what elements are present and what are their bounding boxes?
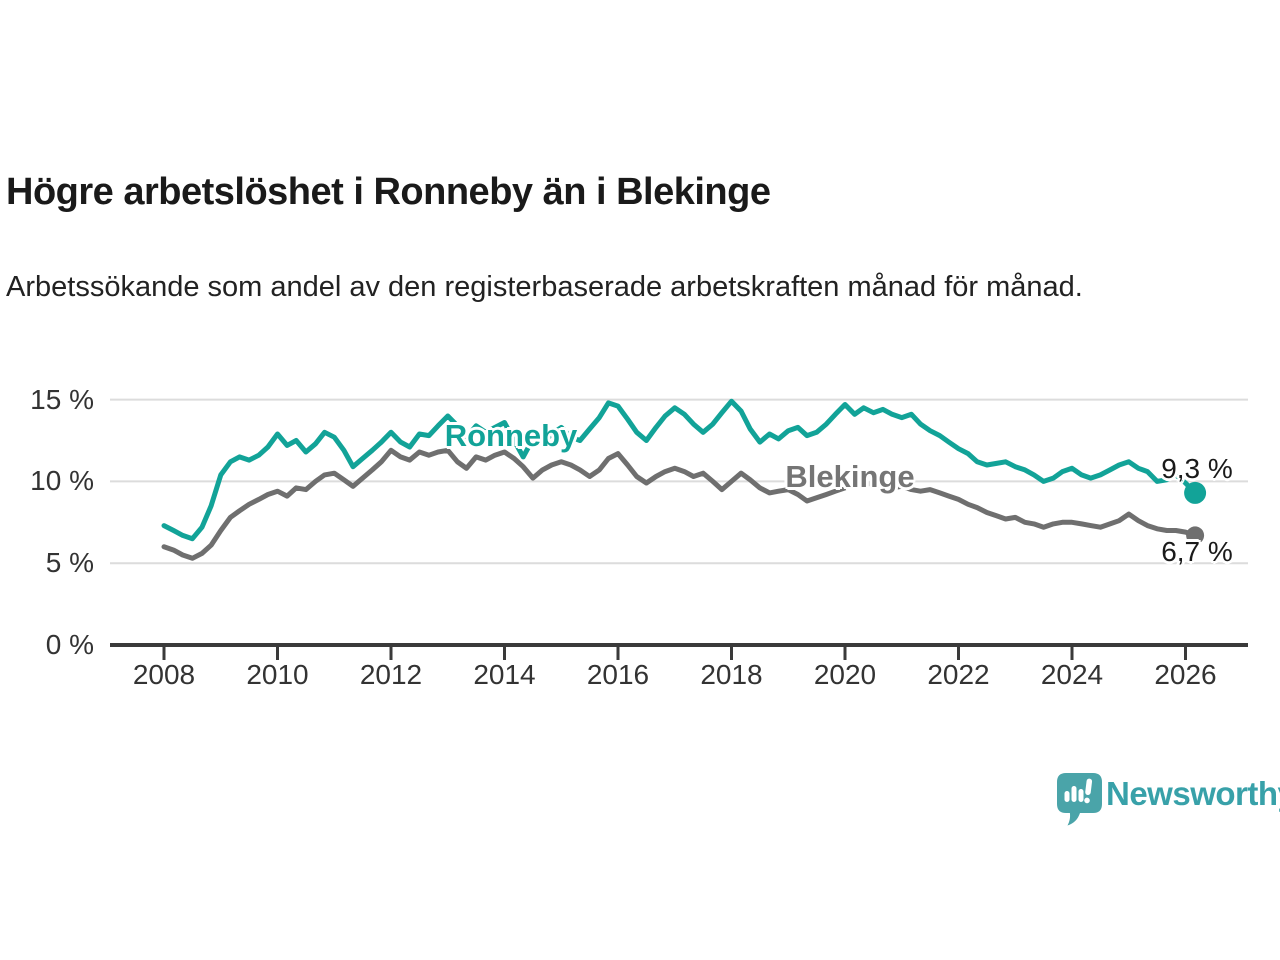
x-tick-label: 2024 bbox=[1040, 659, 1104, 690]
y-tick-label: 15 % bbox=[30, 383, 94, 415]
x-tick-label: 2012 bbox=[359, 659, 423, 690]
page-title: Högre arbetslöshet i Ronneby än i Blekin… bbox=[6, 171, 771, 214]
y-tick-label: 10 % bbox=[30, 465, 94, 497]
newsworthy-logo: Newsworthy bbox=[1056, 772, 1280, 828]
x-tick-label: 2014 bbox=[473, 659, 536, 690]
y-tick-label: 5 % bbox=[45, 547, 94, 579]
end-dot-ronneby bbox=[1184, 481, 1207, 504]
newsworthy-logo-text: Newsworthy bbox=[1106, 775, 1280, 812]
logo-bars-icon bbox=[1064, 778, 1093, 804]
x-tick-label: 2022 bbox=[927, 659, 990, 690]
x-tick-label: 2026 bbox=[1154, 659, 1217, 690]
x-tick-label: 2010 bbox=[246, 659, 309, 690]
end-dot-blekinge bbox=[1186, 526, 1205, 545]
series-label-blekinge: Blekinge bbox=[785, 459, 915, 494]
end-value-label-ronneby: 9,3 % bbox=[1161, 453, 1233, 484]
series-line-blekinge bbox=[161, 447, 1198, 561]
end-value-label-blekinge: 6,7 % bbox=[1161, 536, 1233, 567]
chart-subtitle: Arbetssökande som andel av den registerb… bbox=[6, 271, 1083, 303]
x-tick-label: 2018 bbox=[700, 659, 763, 690]
x-tick-label: 2016 bbox=[586, 659, 650, 690]
newsworthy-logo-icon bbox=[1057, 773, 1102, 826]
x-tick-label: 2020 bbox=[813, 659, 877, 690]
y-tick-label: 0 % bbox=[45, 629, 94, 660]
series-line-ronneby bbox=[161, 398, 1198, 542]
x-tick-label: 2008 bbox=[132, 659, 196, 690]
series-label-ronneby: Ronneby bbox=[444, 418, 578, 453]
